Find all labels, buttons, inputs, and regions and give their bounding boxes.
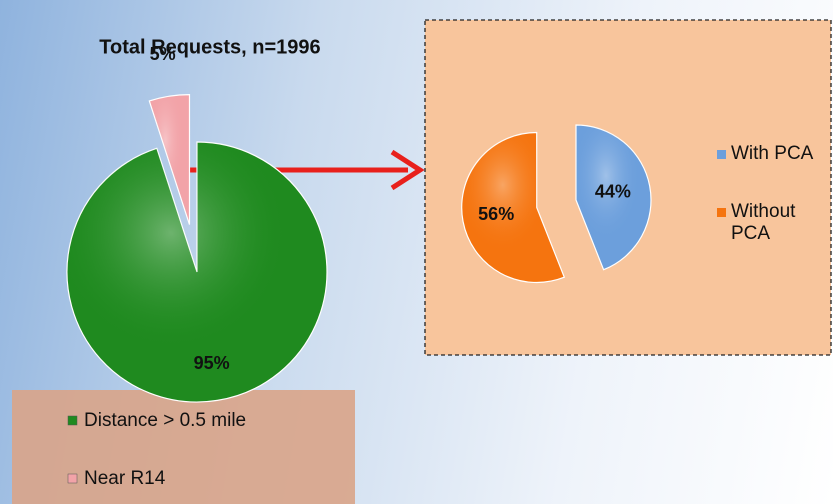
legend-swatch (717, 150, 726, 159)
slice-shine (461, 132, 565, 283)
legend-label: Without PCA (731, 201, 796, 244)
chart-title: Total Requests, n=1996 (99, 36, 320, 58)
data-label: 44% (595, 182, 631, 202)
legend-box (12, 390, 355, 504)
slice-shine (576, 125, 651, 270)
legend-item: Without PCA (717, 201, 831, 245)
legend-swatch (67, 473, 78, 484)
arrow-head (390, 149, 425, 191)
slice-shine (149, 94, 190, 225)
slice-shine (66, 142, 328, 403)
data-label: 56% (478, 204, 514, 224)
legend-label: Near R14 (84, 468, 166, 489)
legend-swatch (717, 208, 726, 217)
legend-item: With PCA (717, 143, 831, 165)
legend-label: Distance > 0.5 mile (84, 410, 246, 431)
legend-label: With PCA (731, 143, 814, 164)
data-label: 5% (150, 44, 176, 64)
data-label: 95% (194, 353, 230, 373)
legend-swatch (67, 415, 78, 426)
